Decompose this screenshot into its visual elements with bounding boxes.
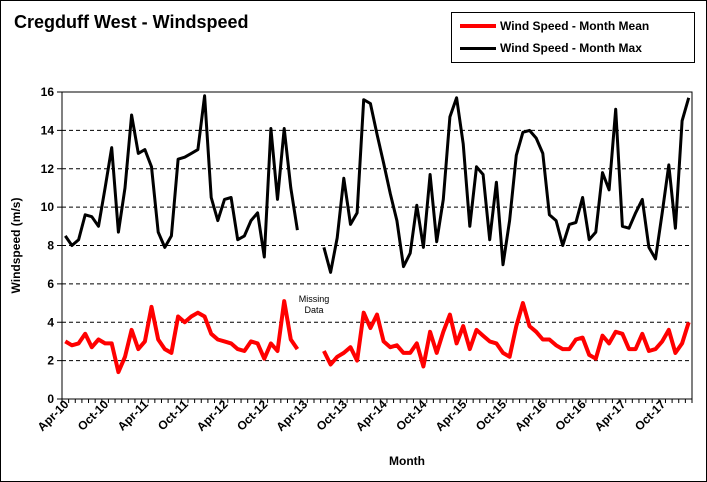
y-tick-label: 10	[41, 200, 55, 214]
series-line-mean	[64, 299, 691, 375]
legend-label-max: Wind Speed - Month Max	[500, 41, 642, 55]
x-tick-label: Apr-14	[353, 397, 390, 434]
x-tick-label: Oct-13	[314, 397, 351, 434]
annotation-missing-data: Missing	[299, 294, 330, 304]
x-tick-label: Oct-15	[473, 397, 510, 434]
y-tick-label: 2	[47, 354, 54, 368]
x-tick-label: Apr-13	[273, 397, 310, 434]
x-tick-label: Oct-14	[393, 397, 430, 434]
x-tick-label: Oct-10	[75, 397, 112, 434]
y-tick-label: 12	[41, 162, 55, 176]
x-tick-label: Apr-15	[433, 397, 470, 434]
x-tick-label: Oct-17	[632, 397, 669, 434]
chart-title: Cregduff West - Windspeed	[14, 12, 249, 32]
y-tick-label: 16	[41, 85, 55, 99]
legend-swatch-mean	[460, 24, 496, 28]
x-tick-label: Apr-16	[512, 397, 549, 434]
y-tick-label: 14	[41, 123, 55, 137]
y-tick-label: 4	[47, 315, 54, 329]
plot-area	[61, 91, 693, 400]
y-tick-label: 0	[47, 392, 54, 406]
x-tick-label: Apr-17	[592, 397, 629, 434]
x-tick-label: Oct-16	[552, 397, 589, 434]
legend: Wind Speed - Month Mean Wind Speed - Mon…	[451, 12, 695, 63]
legend-swatch-max	[460, 46, 496, 50]
x-axis-title: Month	[389, 454, 425, 468]
x-tick-label: Oct-12	[234, 397, 271, 434]
legend-label-mean: Wind Speed - Month Mean	[500, 19, 650, 33]
legend-item-max: Wind Speed - Month Max	[460, 39, 642, 57]
y-tick-label: 6	[47, 277, 54, 291]
y-tick-label: 8	[47, 239, 54, 253]
x-tick-label: Apr-11	[115, 397, 152, 434]
series-line-max	[64, 94, 691, 274]
annotation-missing-data: Data	[304, 305, 323, 315]
x-tick-label: Oct-11	[155, 397, 191, 433]
x-tick-label: Apr-12	[194, 397, 231, 434]
y-axis-title: Windspeed (m/s)	[9, 198, 23, 294]
legend-item-mean: Wind Speed - Month Mean	[460, 17, 649, 35]
